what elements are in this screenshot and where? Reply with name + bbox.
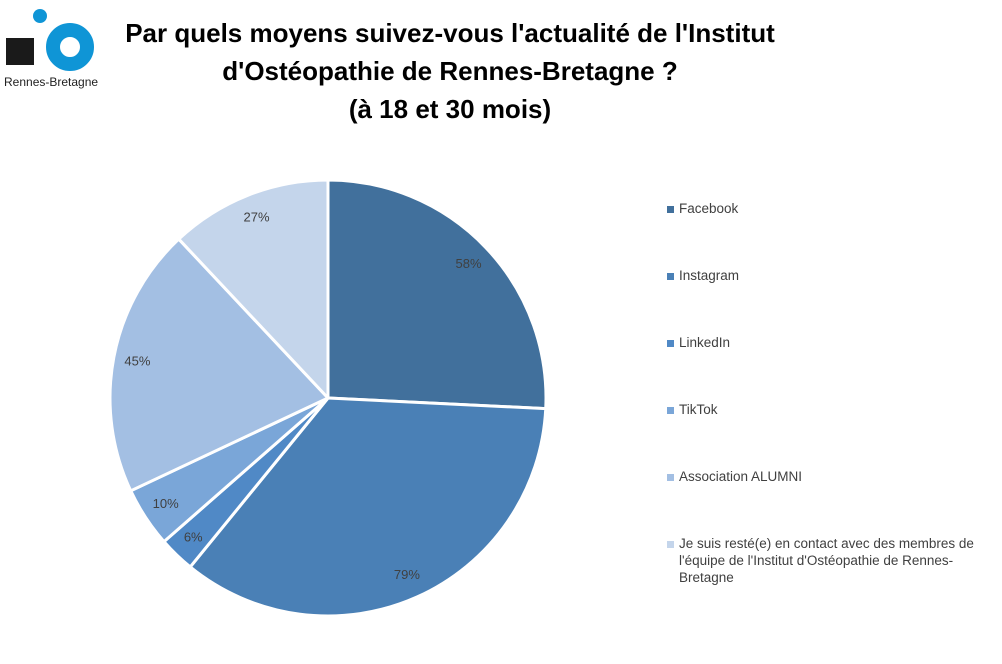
data-label: 27% <box>244 210 270 225</box>
legend-swatch <box>667 474 674 481</box>
pie-slice-association <box>108 237 330 493</box>
legend-label: LinkedIn <box>679 335 731 350</box>
logo-small-dot <box>33 9 47 23</box>
data-label: 10% <box>153 496 179 511</box>
data-label: 58% <box>455 256 481 271</box>
legend-item: Je suis resté(e) en contact avec des mem… <box>667 535 994 586</box>
logo-ring <box>46 23 94 71</box>
pie-slice-je <box>177 178 330 400</box>
chart-title: Par quels moyens suivez-vous l'actualité… <box>100 14 800 128</box>
legend-label: Instagram <box>679 268 740 283</box>
title-line: Par quels moyens suivez-vous l'actualité… <box>125 18 775 48</box>
pie-slice-facebook <box>326 178 548 411</box>
data-label: 79% <box>394 567 420 582</box>
data-label: 45% <box>124 354 150 369</box>
title-line: d'Ostéopathie de Rennes-Bretagne ? <box>222 56 678 86</box>
legend-swatch <box>667 407 674 414</box>
logo-black-square <box>6 38 34 65</box>
data-label: 6% <box>184 530 203 545</box>
legend-swatch <box>667 273 674 280</box>
legend-label: TikTok <box>679 402 718 417</box>
legend-label: Facebook <box>679 201 739 216</box>
legend-label: Association ALUMNI <box>679 469 803 484</box>
legend-item: Instagram <box>667 267 994 284</box>
legend-item: TikTok <box>667 401 994 418</box>
legend-item: Facebook <box>667 200 994 217</box>
legend-swatch <box>667 541 674 548</box>
pie-slice-instagram <box>188 396 548 618</box>
legend-label: Je suis resté(e) en contact avec des mem… <box>679 536 974 585</box>
logo-text: Rennes-Bretagne <box>4 75 98 89</box>
legend-swatch <box>667 206 674 213</box>
legend-item: LinkedIn <box>667 334 994 351</box>
title-line: (à 18 et 30 mois) <box>348 94 552 124</box>
institute-logo: Rennes-Bretagne <box>4 9 98 89</box>
legend-item: Association ALUMNI <box>667 468 994 485</box>
legend-swatch <box>667 340 674 347</box>
